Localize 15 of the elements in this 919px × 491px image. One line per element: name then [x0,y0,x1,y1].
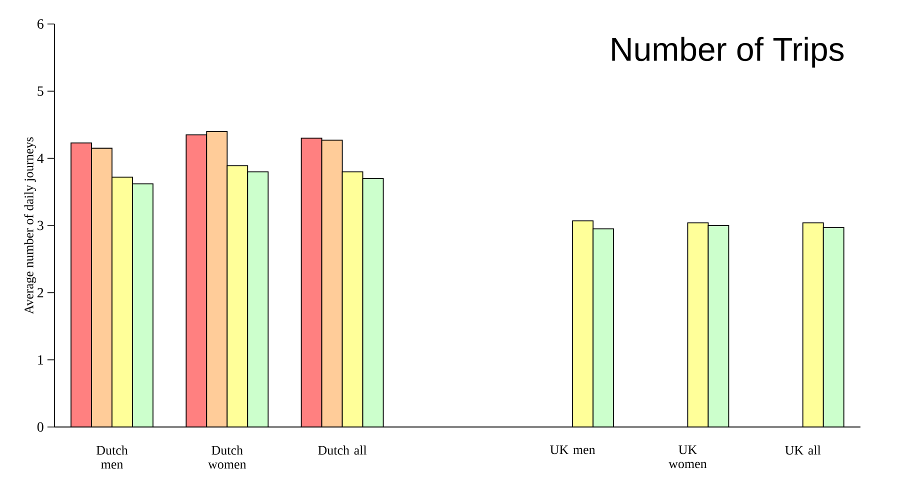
y-tick-label: 1 [38,355,44,364]
x-tick-label: UK all [785,446,821,455]
y-tick-label: 0 [37,422,44,432]
x-tick-label: UK women [668,446,707,468]
y-tick-label: 3 [38,220,44,230]
x-tick-label: UK men [550,446,596,454]
y-axis-title: Average number of daily journeys [24,137,36,314]
y-tick-label: 6 [37,19,44,29]
y-tick-label: 5 [38,86,44,96]
y-tick-label: 2 [38,288,44,298]
x-tick-label: Dutch women [208,446,246,469]
chart-title: Number of Trips [612,36,844,68]
x-tick-label: Dutch men [96,446,128,469]
x-tick-label: Dutch all [318,446,367,455]
y-tick-label: 4 [37,154,44,163]
